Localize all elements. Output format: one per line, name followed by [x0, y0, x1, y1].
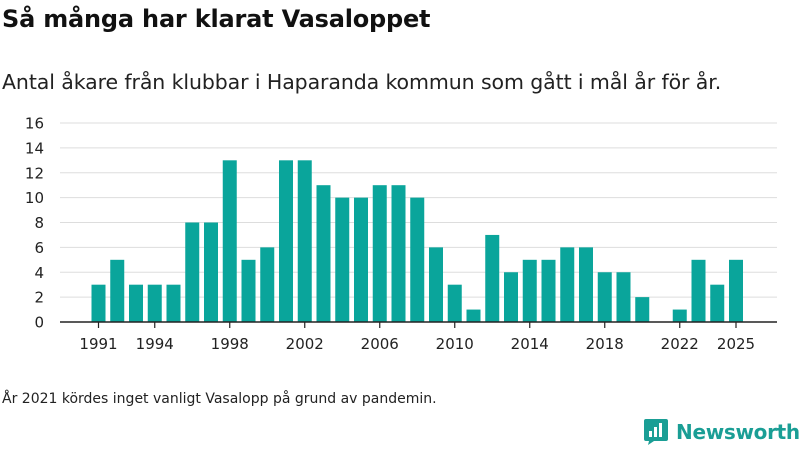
- bar-2007: [391, 185, 406, 322]
- y-tick-label: 14: [25, 139, 44, 157]
- bar-2005: [354, 197, 368, 322]
- y-tick-label: 8: [34, 214, 44, 232]
- brand-name: Newsworthy: [676, 420, 800, 444]
- x-tick-label: 2014: [511, 335, 549, 353]
- bar-2001: [279, 160, 293, 322]
- y-tick-label: 4: [34, 264, 44, 282]
- chart-subtitle: Antal åkare från klubbar i Haparanda kom…: [2, 70, 722, 94]
- bar-2020: [635, 297, 650, 322]
- bar-2015: [541, 259, 556, 322]
- bar-2004: [335, 197, 350, 322]
- y-axis-ticks: 0 2 4 6 8 10 12 14 16: [25, 115, 44, 332]
- bar-2025: [729, 259, 743, 322]
- x-tick-label: 1991: [79, 335, 117, 353]
- x-tick-label: 1994: [136, 335, 174, 353]
- bar-2000: [260, 247, 275, 322]
- x-tick-label: 2018: [586, 335, 624, 353]
- x-tick-label: 1998: [211, 335, 249, 353]
- y-tick-label: 6: [34, 239, 44, 257]
- bar-2017: [579, 247, 593, 322]
- bar-1995: [166, 284, 181, 322]
- footnote: År 2021 kördes inget vanligt Vasalopp på…: [2, 391, 437, 407]
- bar-2009: [429, 247, 443, 322]
- bar-1997: [204, 222, 218, 322]
- bar-chart: 0 2 4 6 8 10 12 14 16 1991 1994 1998 2002 2006 2010 20…: [25, 115, 777, 353]
- bar-2012: [485, 234, 500, 322]
- bar-2019: [616, 272, 631, 322]
- bar-2010: [447, 284, 462, 322]
- x-tick-label: 2010: [436, 335, 474, 353]
- x-tick-label: 2025: [717, 335, 755, 353]
- bar-2003: [316, 185, 331, 322]
- bar-1996: [185, 222, 200, 322]
- y-tick-label: 2: [34, 289, 44, 307]
- bar-2016: [560, 247, 575, 322]
- bar-2013: [504, 272, 518, 322]
- bar-2022: [672, 309, 687, 322]
- y-tick-label: 16: [25, 115, 44, 133]
- bar-2023: [691, 259, 706, 322]
- bar-2011: [466, 309, 481, 322]
- bar-1993: [129, 284, 143, 322]
- bar-1994: [147, 284, 162, 322]
- x-tick-label: 2002: [286, 335, 324, 353]
- bar-1991: [91, 284, 106, 322]
- bar-2006: [372, 185, 387, 322]
- bar-1999: [241, 259, 256, 322]
- y-tick-label: 0: [34, 314, 44, 332]
- bar-2014: [522, 259, 537, 322]
- newsworthy-brand[interactable]: Newsworthy: [643, 418, 800, 446]
- bar-1992: [110, 259, 125, 322]
- bars: [91, 160, 743, 322]
- x-tick-label: 2006: [361, 335, 399, 353]
- newsworthy-logo-icon: [644, 419, 668, 445]
- bar-2024: [710, 284, 725, 322]
- y-tick-label: 10: [25, 189, 44, 207]
- bar-2002: [297, 160, 312, 322]
- bar-2008: [410, 197, 425, 322]
- bar-1998: [222, 160, 237, 322]
- bar-2018: [597, 272, 612, 322]
- chart-title: Så många har klarat Vasaloppet: [2, 5, 431, 33]
- x-axis-ticks: 1991 1994 1998 2002 2006 2010 2014 2018 2022 2025: [79, 322, 755, 353]
- y-tick-label: 12: [25, 164, 44, 182]
- x-tick-label: 2022: [661, 335, 699, 353]
